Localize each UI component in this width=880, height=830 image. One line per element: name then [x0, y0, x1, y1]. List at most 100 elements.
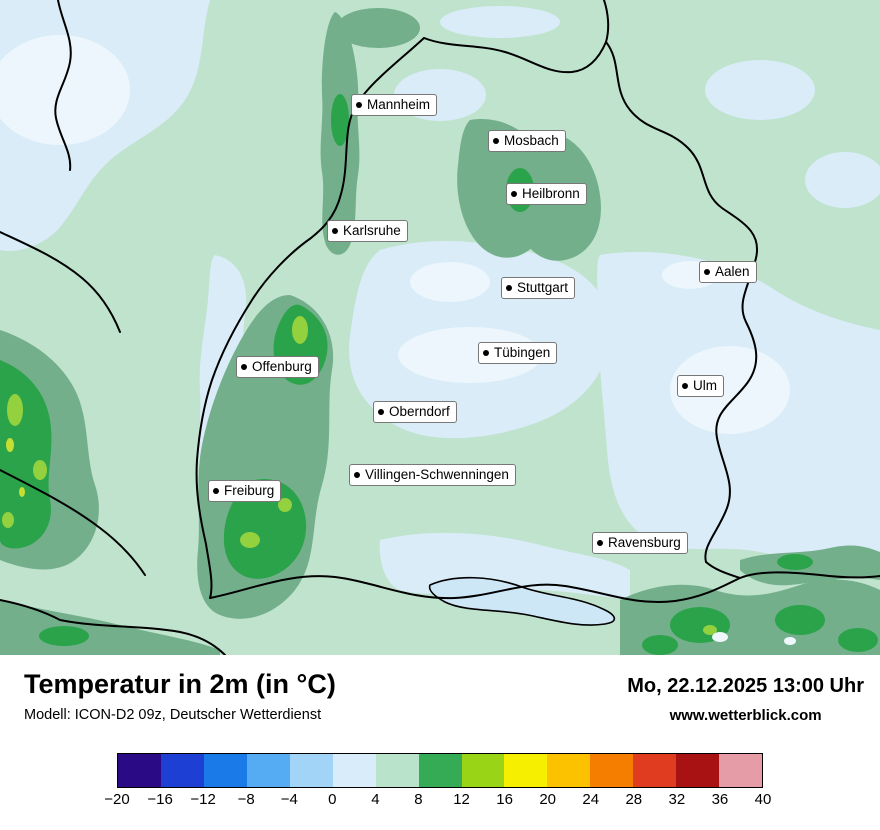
city-name: Stuttgart — [517, 280, 569, 295]
city-name: Tübingen — [494, 345, 551, 360]
border-french-2 — [0, 469, 146, 576]
city-dot-icon — [378, 408, 384, 415]
yellow-green-spots — [6, 438, 25, 497]
city-dot-icon — [354, 471, 360, 478]
border-north — [423, 0, 610, 74]
legend-tick-labels: −20 −16 −12 −8 −4 0 4 8 12 16 20 24 28 32 36 40 — [104, 791, 771, 813]
legend-tick-label: −8 — [237, 791, 255, 808]
city-name: Mosbach — [504, 133, 559, 148]
city-label: Mannheim — [351, 94, 438, 116]
city-label: Offenburg — [236, 356, 319, 378]
temperature-legend: −20 −16 −12 −8 −4 0 4 8 12 16 20 24 28 32 36 40 — [104, 753, 771, 813]
city-dot-icon — [483, 349, 489, 356]
border-south-swiss — [209, 571, 880, 604]
city-name: Karlsruhe — [343, 223, 401, 238]
legend-tick-label: 40 — [754, 791, 772, 808]
legend-color-cell — [118, 754, 161, 787]
city-dot-icon — [493, 137, 499, 144]
city-label: Mosbach — [488, 130, 566, 152]
city-marker: Heilbronn — [506, 183, 587, 205]
city-dot-icon — [356, 101, 362, 108]
city-name: Ulm — [693, 378, 717, 393]
legend-tick-label: 32 — [668, 791, 686, 808]
city-label: Tübingen — [478, 342, 558, 364]
weather-map: Mannheim Mosbach Heilbronn Karlsruhe Stuttga… — [0, 0, 880, 655]
legend-color-cell — [676, 754, 720, 787]
legend-tick-label: 16 — [496, 791, 513, 808]
legend-tick-label: 0 — [328, 791, 337, 808]
city-name: Freiburg — [224, 483, 275, 498]
legend-tick-label: 4 — [371, 791, 380, 808]
legend-color-cell — [246, 754, 290, 787]
city-dot-icon — [511, 190, 517, 197]
city-marker: Oberndorf — [373, 401, 457, 423]
city-marker: Tübingen — [478, 342, 558, 364]
city-dot-icon — [597, 539, 603, 546]
legend-color-cell — [504, 754, 548, 787]
city-marker: Freiburg — [208, 480, 282, 502]
city-marker: Mosbach — [488, 130, 566, 152]
legend-color-cell — [633, 754, 677, 787]
legend-tick-label: 36 — [711, 791, 729, 808]
legend-tick-label: 12 — [453, 791, 470, 808]
city-dot-icon — [506, 284, 512, 291]
city-name: Mannheim — [367, 97, 431, 112]
city-marker: Mannheim — [351, 94, 438, 116]
city-marker: Villingen-Schwenningen — [349, 464, 516, 486]
legend-tick-label: 24 — [582, 791, 600, 808]
city-label: Ravensburg — [592, 532, 688, 554]
city-marker: Aalen — [699, 261, 757, 283]
city-label: Freiburg — [208, 480, 282, 502]
city-label: Oberndorf — [373, 401, 457, 423]
border-lines — [0, 0, 880, 655]
border-northwest — [54, 0, 72, 171]
city-name: Villingen-Schwenningen — [365, 467, 509, 482]
legend-tick-label: 8 — [414, 791, 423, 808]
legend-color-cell — [289, 754, 333, 787]
legend-color-cell — [418, 754, 462, 787]
border-east-join — [705, 561, 741, 579]
city-label: Heilbronn — [506, 183, 587, 205]
city-name: Heilbronn — [522, 186, 580, 201]
page-title: Temperatur in 2m (in °C) — [24, 669, 336, 699]
legend-color-cell — [375, 754, 419, 787]
border-east — [605, 41, 759, 563]
city-marker: Karlsruhe — [327, 220, 408, 242]
model-info: Modell: ICON-D2 09z, Deutscher Wetterdie… — [24, 707, 322, 723]
city-label: Karlsruhe — [327, 220, 408, 242]
border-french-1 — [0, 231, 121, 333]
city-dot-icon — [682, 382, 688, 389]
city-name: Offenburg — [252, 359, 312, 374]
border-swiss-south — [0, 599, 226, 655]
city-dot-icon — [213, 487, 219, 494]
legend-color-cell — [719, 754, 763, 787]
city-label: Ulm — [677, 375, 724, 397]
city-label: Stuttgart — [501, 277, 576, 299]
legend-color-cell — [160, 754, 204, 787]
website-url: www.wetterblick.com — [669, 707, 822, 724]
legend-color-cell — [461, 754, 505, 787]
legend-color-cell — [547, 754, 591, 787]
city-dot-icon — [241, 363, 247, 370]
city-marker: Ravensburg — [592, 532, 688, 554]
legend-color-cell — [203, 754, 247, 787]
legend-color-cell — [332, 754, 376, 787]
legend-colorbar — [117, 753, 763, 788]
city-dot-icon — [704, 268, 710, 275]
legend-tick-label: −16 — [147, 791, 173, 808]
city-marker: Ulm — [677, 375, 724, 397]
map-footer: Temperatur in 2m (in °C) Modell: ICON-D2… — [0, 655, 880, 830]
city-marker: Stuttgart — [501, 277, 576, 299]
city-dot-icon — [332, 227, 338, 234]
city-label: Villingen-Schwenningen — [349, 464, 516, 486]
legend-tick-label: 20 — [539, 791, 556, 808]
city-name: Ravensburg — [608, 535, 681, 550]
city-label: Aalen — [699, 261, 757, 283]
city-name: Aalen — [715, 264, 750, 279]
legend-color-cell — [590, 754, 634, 787]
legend-tick-label: −20 — [104, 791, 130, 808]
valid-datetime: Mo, 22.12.2025 13:00 Uhr — [627, 675, 864, 697]
border-west-rhine — [195, 37, 425, 599]
legend-tick-label: −4 — [280, 791, 298, 808]
light-green-specks — [2, 316, 717, 635]
